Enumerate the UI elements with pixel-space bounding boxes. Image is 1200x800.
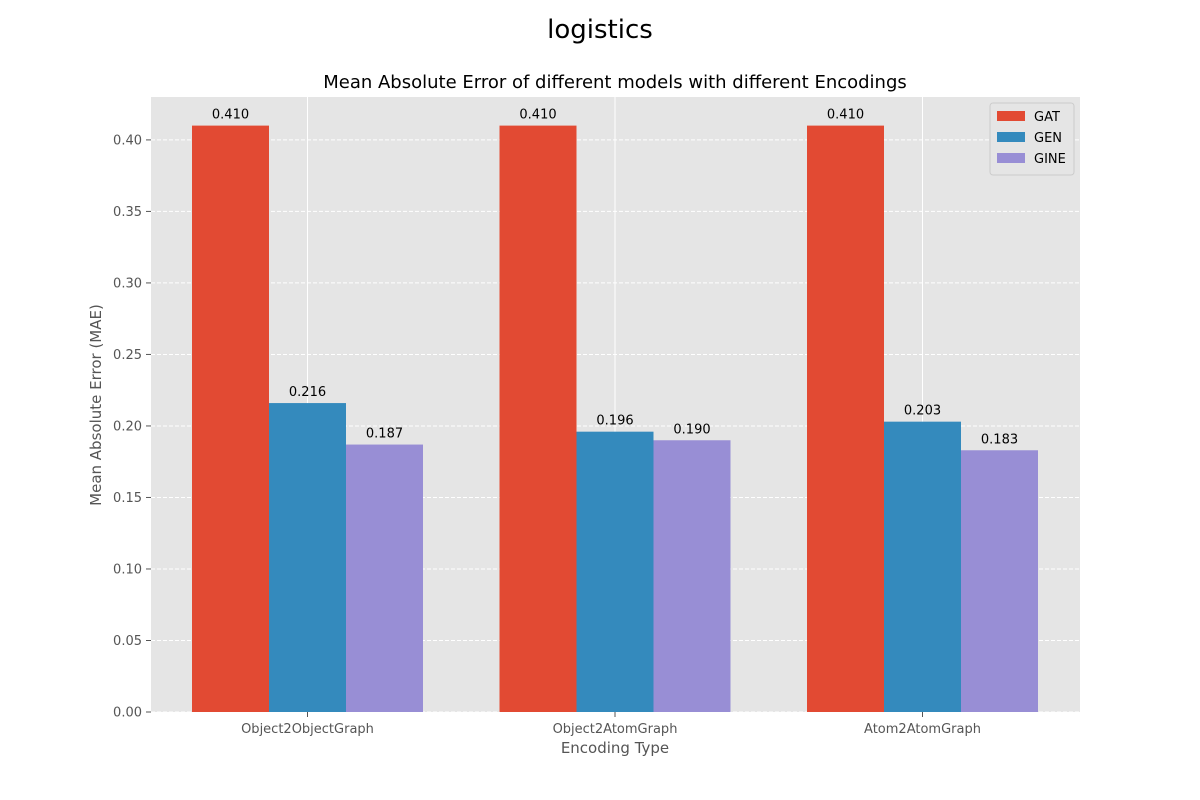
y-axis-ticks: 0.00 0.05 0.10 0.15 0.20 0.25 0.30 0.35 0.40 <box>113 133 151 721</box>
chart-title: Mean Absolute Error of different models … <box>323 72 907 93</box>
data-label: 0.410 <box>519 108 556 123</box>
bar-gen-0 <box>269 403 346 712</box>
y-tick-label: 0.00 <box>113 706 142 721</box>
y-axis-label: Mean Absolute Error (MAE) <box>87 304 105 506</box>
y-tick-label: 0.20 <box>113 419 142 434</box>
y-tick-label: 0.10 <box>113 562 142 577</box>
bar-gen-2 <box>884 421 961 712</box>
data-label: 0.190 <box>673 422 710 437</box>
x-tick-label: Object2AtomGraph <box>553 722 678 737</box>
y-tick-label: 0.15 <box>113 491 142 506</box>
x-axis-ticks: Object2ObjectGraph Object2AtomGraph Atom2A… <box>241 712 981 737</box>
data-label: 0.203 <box>904 404 941 419</box>
bar-gine-0 <box>346 444 423 712</box>
y-tick-label: 0.05 <box>113 634 142 649</box>
legend-label-gine: GINE <box>1034 152 1066 167</box>
bar-gen-1 <box>576 431 654 712</box>
y-tick-label: 0.35 <box>113 205 142 220</box>
data-label: 0.183 <box>981 432 1018 447</box>
data-label: 0.196 <box>596 414 633 429</box>
x-axis-label: Encoding Type <box>561 739 669 757</box>
bar-gat-2 <box>807 125 884 712</box>
data-label: 0.187 <box>366 427 403 442</box>
x-tick-label: Object2ObjectGraph <box>241 722 374 737</box>
bars <box>192 125 1038 712</box>
bar-gine-1 <box>653 440 731 712</box>
data-label: 0.410 <box>212 108 249 123</box>
legend-swatch-gine <box>997 153 1025 163</box>
data-label: 0.410 <box>827 108 864 123</box>
legend-swatch-gen <box>997 132 1025 142</box>
legend-label-gat: GAT <box>1034 110 1060 125</box>
y-tick-label: 0.40 <box>113 133 142 148</box>
x-tick-label: Atom2AtomGraph <box>864 722 981 737</box>
figure-suptitle: logistics <box>547 15 653 45</box>
data-label: 0.216 <box>289 385 326 400</box>
bar-gine-2 <box>961 450 1038 712</box>
y-tick-label: 0.25 <box>113 348 142 363</box>
legend-swatch-gat <box>997 111 1025 121</box>
data-labels: 0.410 0.410 0.410 0.216 0.196 0.203 0.187 0.190… <box>212 108 1018 448</box>
bar-gat-1 <box>499 125 577 712</box>
legend-label-gen: GEN <box>1034 131 1062 146</box>
legend: GAT GEN GINE <box>989 102 1075 176</box>
bar-gat-0 <box>192 125 269 712</box>
y-tick-label: 0.30 <box>113 276 142 291</box>
